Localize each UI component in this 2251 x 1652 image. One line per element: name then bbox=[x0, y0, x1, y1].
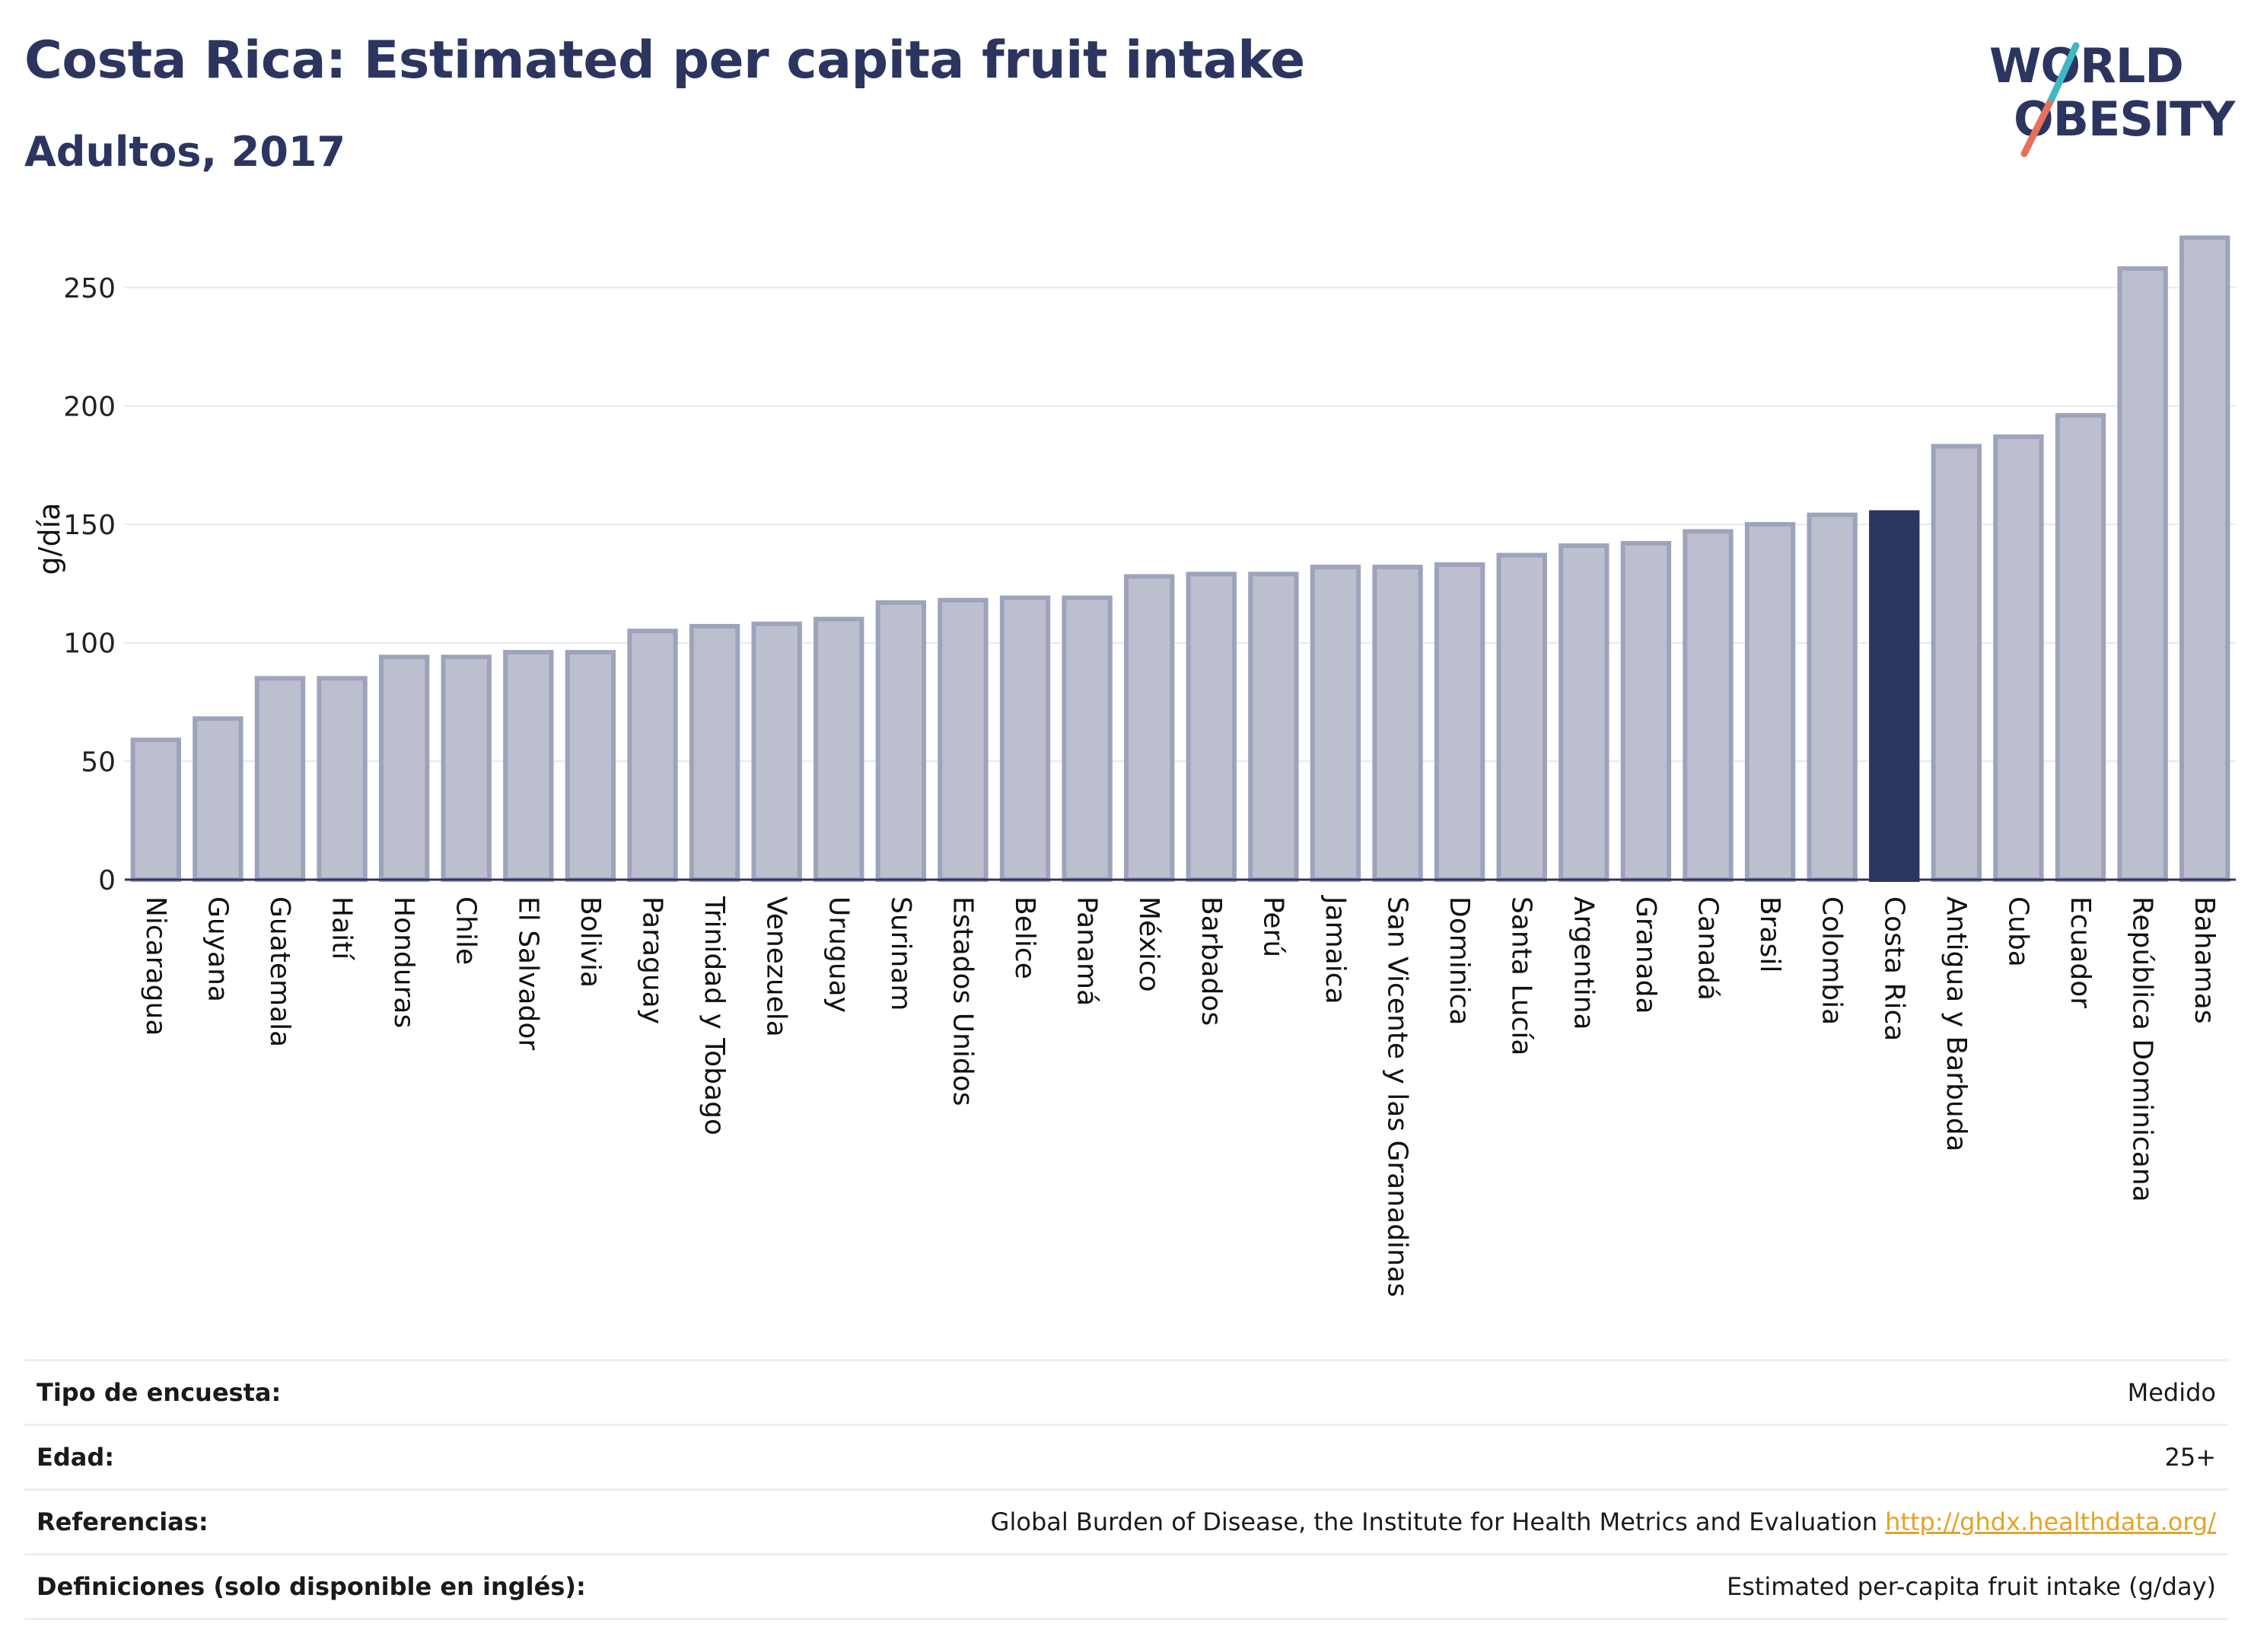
x-tick-label: Cuba bbox=[2002, 896, 2033, 967]
bar-estados-unidos bbox=[938, 597, 989, 882]
x-tick-label: Nicaragua bbox=[140, 896, 171, 1036]
bar-venezuela bbox=[751, 621, 802, 882]
y-tick-label: 150 bbox=[63, 510, 116, 541]
x-tick-label: Panamá bbox=[1071, 896, 1103, 1006]
x-tick-label: Estados Unidos bbox=[947, 896, 978, 1106]
x-tick-label: Surinam bbox=[885, 896, 916, 1011]
x-tick-label: Antigua y Barbuda bbox=[1941, 896, 1972, 1152]
meta-key: Definiciones (solo disponible en inglés)… bbox=[37, 1572, 586, 1601]
x-tick-label: Ecuador bbox=[2065, 896, 2096, 1008]
meta-value: Estimated per-capita fruit intake (g/day… bbox=[1726, 1572, 2216, 1601]
bar-per- bbox=[1248, 571, 1299, 882]
meta-value: Global Burden of Disease, the Institute … bbox=[990, 1507, 1878, 1536]
x-tick-label: San Vicente y las Granadinas bbox=[1382, 896, 1413, 1297]
bar-panam- bbox=[1062, 595, 1113, 882]
y-tick-label: 200 bbox=[63, 391, 116, 422]
x-tick-label: El Salvador bbox=[512, 896, 543, 1050]
y-tick-label: 0 bbox=[98, 865, 116, 896]
meta-key: Edad: bbox=[37, 1443, 115, 1472]
bars bbox=[130, 235, 2230, 883]
bar-dominica bbox=[1434, 562, 1485, 882]
bar-ecuador bbox=[2055, 412, 2106, 882]
x-tick-label: México bbox=[1133, 896, 1164, 992]
x-tick-label: Canadá bbox=[1692, 896, 1724, 1001]
x-tick-label: Bahamas bbox=[2189, 896, 2220, 1024]
y-tick-label: 250 bbox=[63, 273, 116, 304]
bar-bahamas bbox=[2179, 235, 2230, 882]
bar-antigua-y-barbuda bbox=[1931, 444, 1982, 882]
x-tick-label: Haití bbox=[326, 896, 358, 960]
meta-value: Medido bbox=[2127, 1378, 2216, 1407]
bar-surinam bbox=[875, 600, 927, 882]
bar-chile bbox=[441, 654, 492, 882]
x-tick-label: Venezuela bbox=[761, 896, 792, 1037]
meta-key: Referencias: bbox=[37, 1507, 209, 1536]
bar-m-xico bbox=[1124, 574, 1175, 882]
x-axis-labels: Nicaragua Guyana Guatemala Haití Honduras Chi… bbox=[140, 895, 2220, 1297]
bar-uruguay bbox=[813, 616, 864, 882]
world-obesity-logo: WORLD OBESITY bbox=[1989, 38, 2237, 158]
x-tick-label: Barbados bbox=[1196, 896, 1227, 1026]
reference-link[interactable]: http://ghdx.healthdata.org/ bbox=[1885, 1507, 2216, 1536]
x-tick-label: Chile bbox=[451, 896, 482, 965]
bar-belice bbox=[999, 595, 1051, 882]
bar-rep-blica-dominicana bbox=[2117, 266, 2168, 882]
x-tick-label: Honduras bbox=[388, 896, 419, 1028]
meta-row-references: Referencias: Global Burden of Disease, t… bbox=[24, 1488, 2228, 1553]
y-axis-label: g/día bbox=[33, 503, 66, 575]
bar-santa-luc-a bbox=[1496, 552, 1547, 882]
x-tick-label: Jamaica bbox=[1320, 895, 1351, 1004]
meta-value-container: Global Burden of Disease, the Institute … bbox=[991, 1507, 2228, 1536]
x-tick-label: Argentina bbox=[1568, 896, 1599, 1030]
y-tick-label: 100 bbox=[63, 629, 116, 660]
x-tick-label: Granada bbox=[1630, 896, 1661, 1014]
bar-nicaragua bbox=[130, 737, 181, 883]
y-tick-label: 50 bbox=[81, 746, 116, 778]
bar-colombia bbox=[1807, 512, 1858, 882]
x-tick-label: Uruguay bbox=[823, 896, 854, 1013]
meta-value: 25+ bbox=[2164, 1443, 2216, 1472]
bar-paraguay bbox=[627, 629, 678, 882]
bar-jamaica bbox=[1310, 565, 1361, 882]
x-tick-label: Costa Rica bbox=[1878, 896, 1909, 1041]
bar-guatemala bbox=[254, 676, 306, 882]
x-tick-label: Santa Lucía bbox=[1506, 896, 1537, 1055]
bar-brasil bbox=[1744, 522, 1796, 882]
x-tick-label: Belice bbox=[1009, 896, 1040, 979]
metadata-table: Tipo de encuesta: Medido Edad: 25+ Refer… bbox=[24, 1359, 2228, 1620]
x-tick-label: Guyana bbox=[202, 896, 233, 1002]
bar-granada bbox=[1620, 540, 1672, 882]
meta-row-survey-type: Tipo de encuesta: Medido bbox=[24, 1359, 2228, 1424]
x-tick-label: Brasil bbox=[1754, 896, 1785, 972]
bar-argentina bbox=[1559, 543, 1609, 882]
bar-san-vicente-y-las-granadinas bbox=[1372, 565, 1423, 882]
bar-hait- bbox=[317, 676, 368, 882]
x-tick-label: Trinidad y Tobago bbox=[699, 896, 730, 1135]
x-tick-label: Guatemala bbox=[264, 896, 295, 1047]
y-axis-ticks: 0 50 100 150 200 250 bbox=[63, 273, 116, 896]
x-tick-label: República Dominicana bbox=[2127, 896, 2158, 1202]
meta-row-definitions: Definiciones (solo disponible en inglés)… bbox=[24, 1553, 2228, 1620]
bar-cuba bbox=[1993, 434, 2044, 882]
bar-el-salvador bbox=[503, 650, 554, 882]
bar-trinidad-y-tobago bbox=[689, 623, 740, 882]
x-tick-label: Perú bbox=[1257, 896, 1288, 957]
x-tick-label: Paraguay bbox=[637, 896, 668, 1024]
bar-canad- bbox=[1683, 529, 1734, 882]
bar-chart: 0 50 100 150 200 250 Nicaragua Guyana Guatemala… bbox=[33, 235, 2236, 1297]
x-tick-label: Bolivia bbox=[575, 896, 606, 988]
x-tick-label: Colombia bbox=[1816, 896, 1848, 1025]
bar-honduras bbox=[378, 654, 430, 882]
page-title: Costa Rica: Estimated per capita fruit i… bbox=[24, 30, 1305, 91]
meta-key: Tipo de encuesta: bbox=[37, 1378, 282, 1407]
bar-guyana bbox=[193, 716, 244, 882]
bar-bolivia bbox=[565, 650, 616, 882]
x-tick-label: Dominica bbox=[1444, 896, 1475, 1026]
page-subtitle: Adultos, 2017 bbox=[24, 128, 346, 176]
svg-text:WORLD: WORLD bbox=[1989, 38, 2183, 94]
meta-row-age: Edad: 25+ bbox=[24, 1424, 2228, 1488]
bar-barbados bbox=[1186, 571, 1237, 882]
bar-costa-rica bbox=[1869, 510, 1920, 882]
